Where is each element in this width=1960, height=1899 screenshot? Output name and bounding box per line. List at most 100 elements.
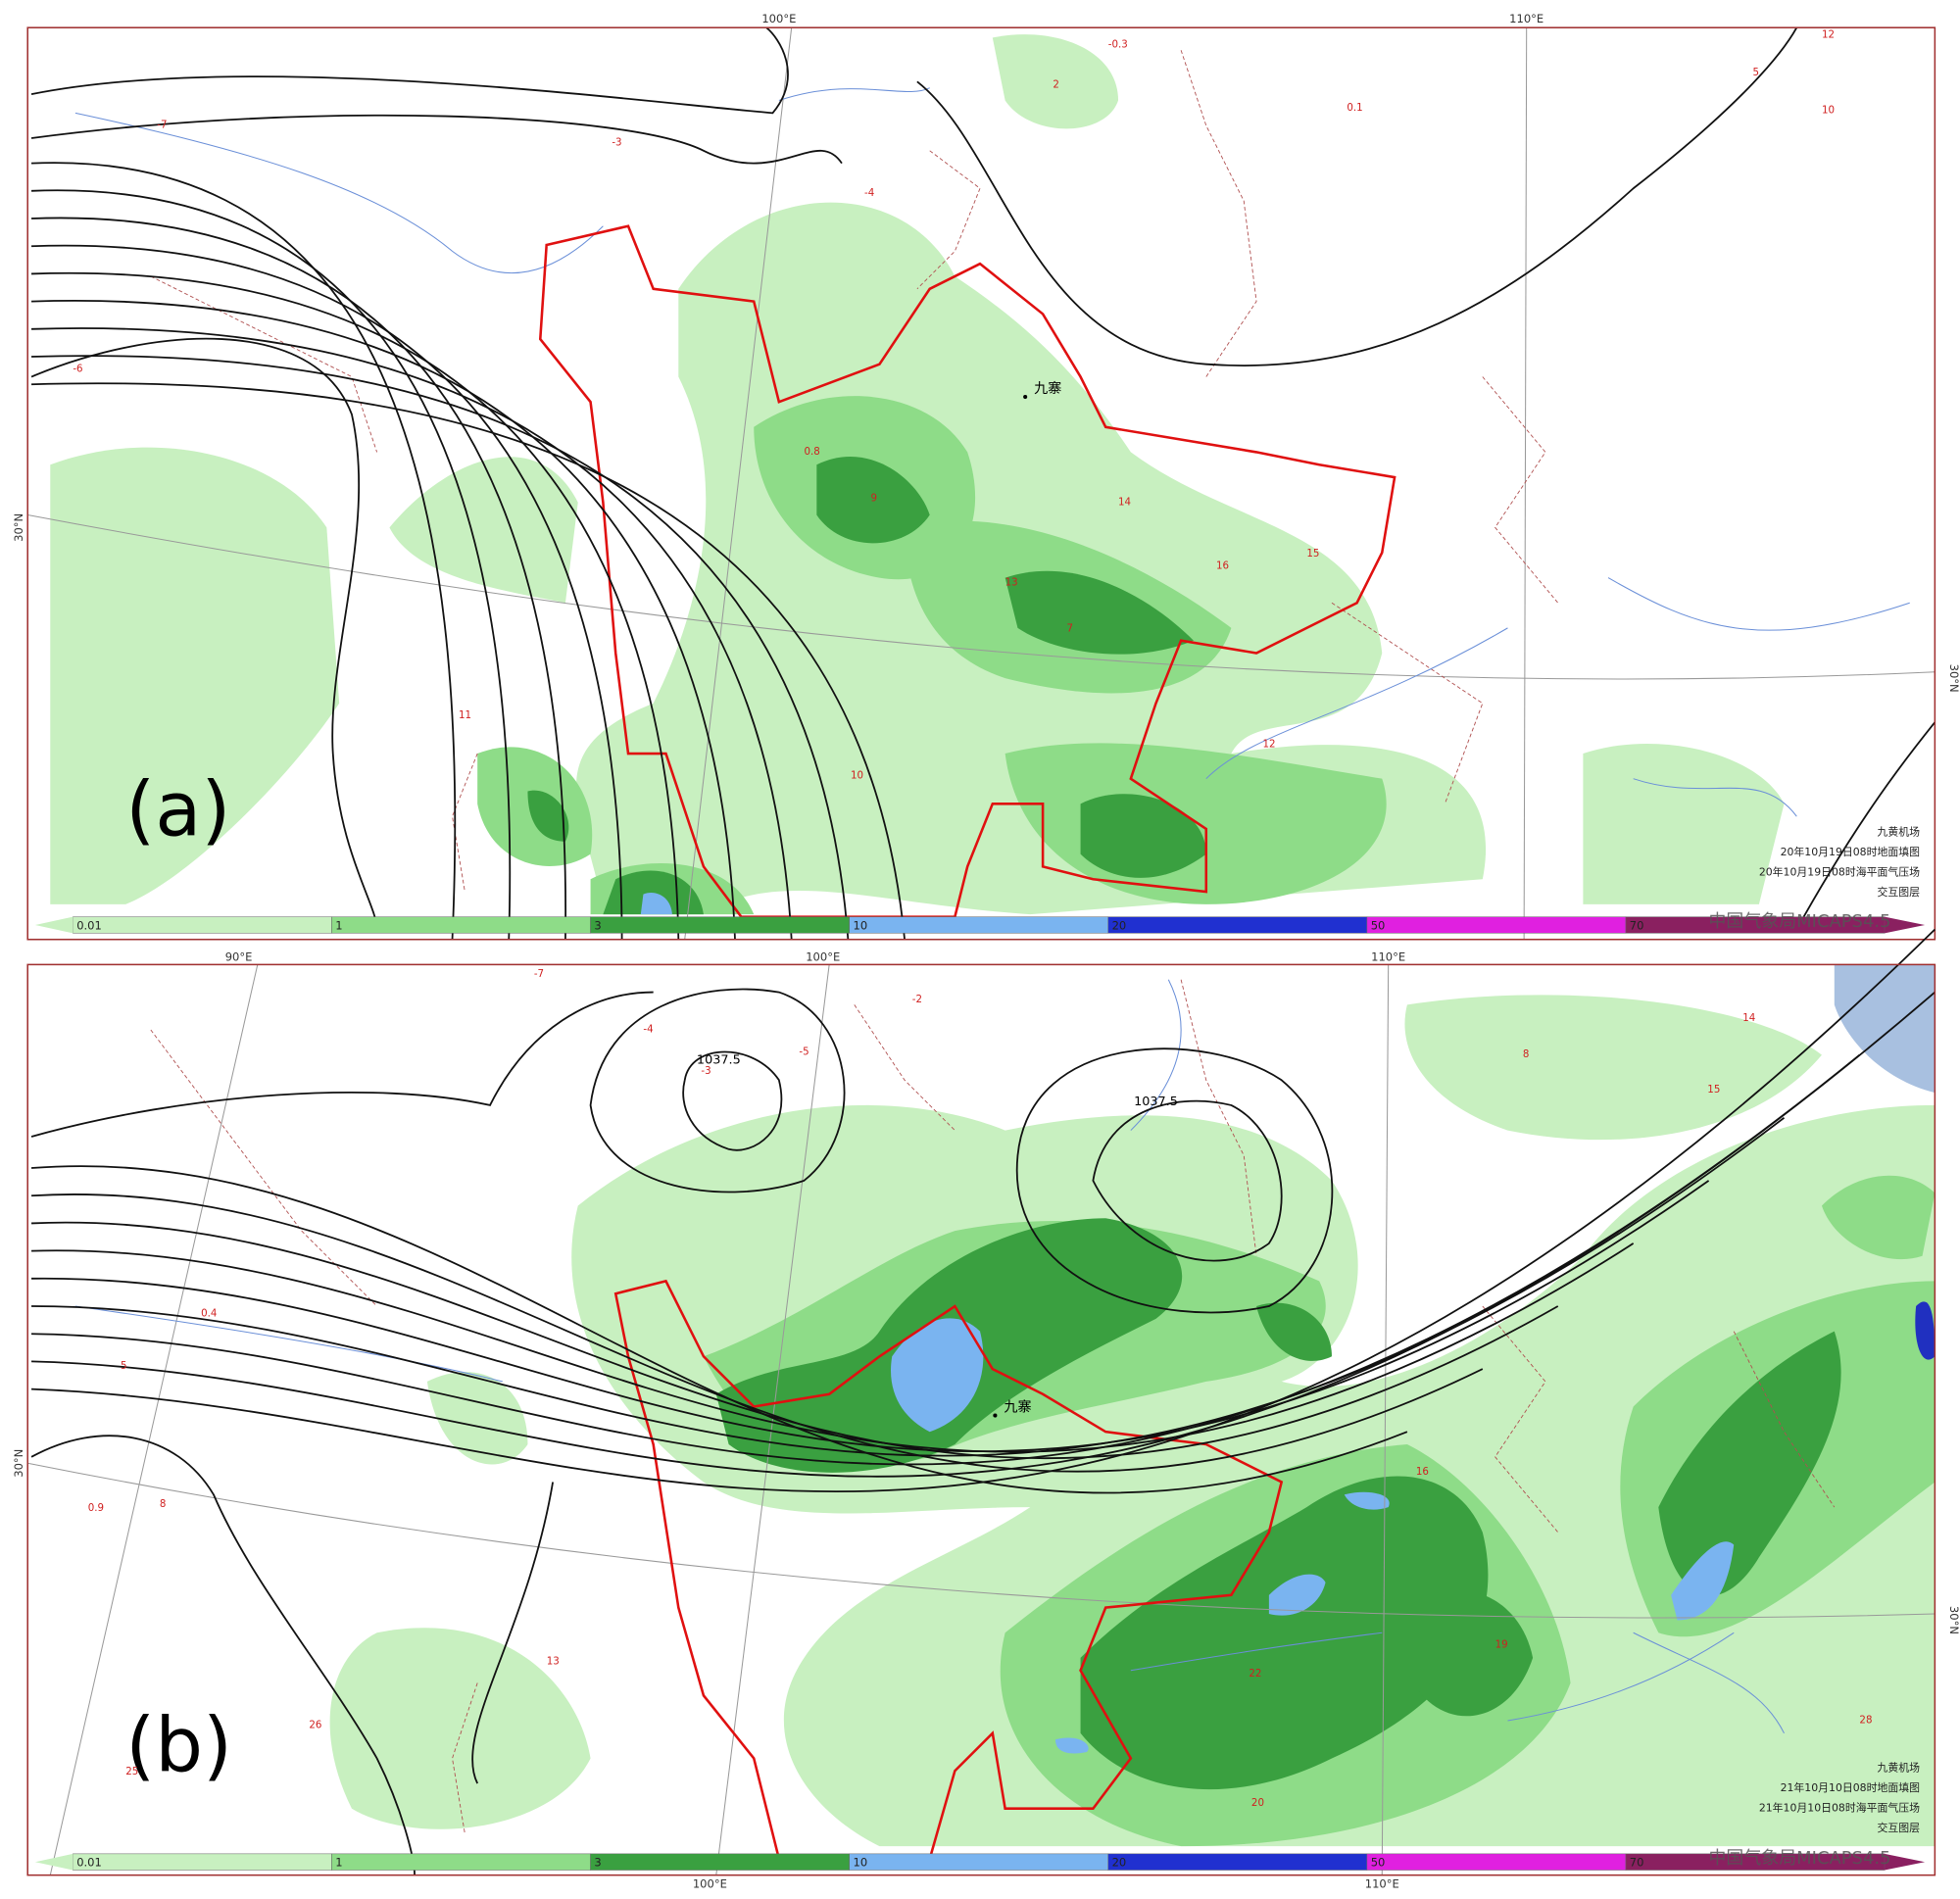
captions: 九黄机场 21年10月10日08时地面填图 21年10月10日08时海平面气压场… xyxy=(1759,1760,1920,1834)
station-value: -3 xyxy=(612,137,621,149)
captions: 九黄机场 20年10月19日08时地面填图 20年10月19日08时海平面气压场… xyxy=(1759,824,1920,899)
caption: 20年10月19日08时海平面气压场 xyxy=(1759,864,1920,878)
station-value: 15 xyxy=(1707,1084,1720,1096)
isobar xyxy=(31,244,623,940)
colorbar-swatch xyxy=(73,916,332,934)
colorbar-arrow xyxy=(34,1853,74,1871)
station-value: 0.9 xyxy=(88,1502,104,1514)
station-value: 8 xyxy=(1523,1048,1530,1060)
colorbar-swatch xyxy=(1107,916,1368,934)
station-value: -7 xyxy=(534,968,544,980)
station-value: 28 xyxy=(1859,1715,1872,1727)
colorbar-label: 0.01 xyxy=(76,918,102,932)
precip-heavy xyxy=(527,456,1206,915)
caption: 21年10月10日08时地面填图 xyxy=(1781,1780,1920,1794)
isobar xyxy=(31,1221,1559,1460)
sea xyxy=(1834,964,1936,1094)
colorbar-label: 1 xyxy=(335,918,342,932)
station-value: -4 xyxy=(643,1024,653,1036)
station-value: 14 xyxy=(1742,1012,1755,1024)
isobar xyxy=(31,928,1936,1493)
lat-label: 30°N xyxy=(12,513,25,542)
lon-label: 110°E xyxy=(1365,1876,1399,1890)
station-value: 0.4 xyxy=(201,1307,217,1319)
colorbar-swatch xyxy=(849,1853,1109,1871)
sichuan-border xyxy=(538,224,1396,918)
station-value: -6 xyxy=(73,363,82,374)
precip-very-heavy xyxy=(891,1318,1735,1754)
lat-label: 30°N xyxy=(1947,1606,1960,1634)
place-marker xyxy=(993,1413,998,1418)
colorbar-swatch xyxy=(331,916,591,934)
caption: 交互图层 xyxy=(1877,1821,1920,1834)
lon-label: 100°E xyxy=(693,1876,727,1890)
station-value: 13 xyxy=(1005,576,1018,588)
station-value: -5 xyxy=(799,1047,808,1058)
station-value: 7 xyxy=(1066,623,1073,635)
colorbar: 0.01 1 3 10 20 50 70 中国气象局MICAPS4.5 xyxy=(34,1848,1926,1871)
isobars xyxy=(30,928,1936,1875)
isobars xyxy=(30,26,1936,940)
isobar xyxy=(31,300,736,940)
colorbar: 0.01 1 3 10 20 50 70 中国气象局MICAPS4.5 xyxy=(34,911,1926,934)
station-values: -7 -3 -4 -0.3 2 0.1 12 5 10 -6 9 0.8 14 13 16 15 11 12 10 7 xyxy=(73,28,1835,781)
lon-label: 90°E xyxy=(225,950,253,964)
colorbar-arrow xyxy=(1885,1853,1926,1871)
colorbar-label: 20 xyxy=(1112,1856,1127,1870)
colorbar-swatch xyxy=(590,1853,850,1871)
station-value: -7 xyxy=(157,120,167,131)
station-value: 16 xyxy=(1416,1466,1429,1478)
isobar xyxy=(31,217,566,940)
station-value: 5 xyxy=(1752,67,1759,78)
caption: 21年10月10日08时海平面气压场 xyxy=(1759,1800,1920,1814)
graticule xyxy=(27,27,1936,940)
station-value: -3 xyxy=(701,1065,710,1077)
isobar xyxy=(30,1193,1484,1473)
lon-label: 100°E xyxy=(806,950,840,964)
rivers xyxy=(74,87,1910,817)
station-value: 12 xyxy=(1262,739,1275,751)
caption: 交互图层 xyxy=(1877,885,1920,899)
lon-label: 110°E xyxy=(1509,12,1544,25)
colorbar-label: 0.01 xyxy=(76,1856,102,1870)
colorbar-label: 50 xyxy=(1371,918,1386,932)
isobar-label: 1037.5 xyxy=(697,1053,741,1068)
station-value: 2 xyxy=(1053,79,1059,91)
colorbar-label: 70 xyxy=(1630,1856,1644,1870)
station-value: 16 xyxy=(1216,560,1229,572)
colorbar-swatch xyxy=(73,1853,332,1871)
isobar xyxy=(31,991,1936,1478)
station-value: 10 xyxy=(851,770,863,782)
isobar xyxy=(31,355,850,940)
place-label: 九寨 xyxy=(1034,380,1061,397)
colorbar-label: 3 xyxy=(594,918,601,932)
station-value: 0.8 xyxy=(805,446,820,458)
colorbar-swatch xyxy=(1366,1853,1627,1871)
rivers xyxy=(74,979,1785,1734)
station-value: -0.3 xyxy=(1108,39,1128,51)
lon-label: 100°E xyxy=(761,12,796,25)
graticule xyxy=(27,964,1936,1875)
colorbar-swatch xyxy=(1366,916,1627,934)
station-value: -4 xyxy=(864,187,874,199)
colorbar-label: 10 xyxy=(854,1856,868,1870)
station-value: 11 xyxy=(459,709,471,721)
caption: 九黄机场 xyxy=(1877,1760,1920,1774)
colorbar-label: 50 xyxy=(1371,1856,1386,1870)
lon-label: 110°E xyxy=(1371,950,1405,964)
province-borders xyxy=(150,50,1559,893)
station-value: 26 xyxy=(309,1720,321,1731)
panel-label: (a) xyxy=(125,766,230,853)
watermark: 中国气象局MICAPS4.5 xyxy=(1708,911,1890,932)
colorbar-arrow xyxy=(34,916,74,934)
colorbar-label: 20 xyxy=(1112,918,1127,932)
colorbar-label: 70 xyxy=(1630,918,1644,932)
isobar xyxy=(30,1165,1408,1494)
station-value: 8 xyxy=(160,1498,167,1510)
isobar xyxy=(31,1053,1861,1466)
station-value: 25 xyxy=(125,1766,138,1777)
colorbar-swatch xyxy=(849,916,1109,934)
isobar xyxy=(31,1242,1635,1453)
colorbar-swatch xyxy=(331,1853,591,1871)
